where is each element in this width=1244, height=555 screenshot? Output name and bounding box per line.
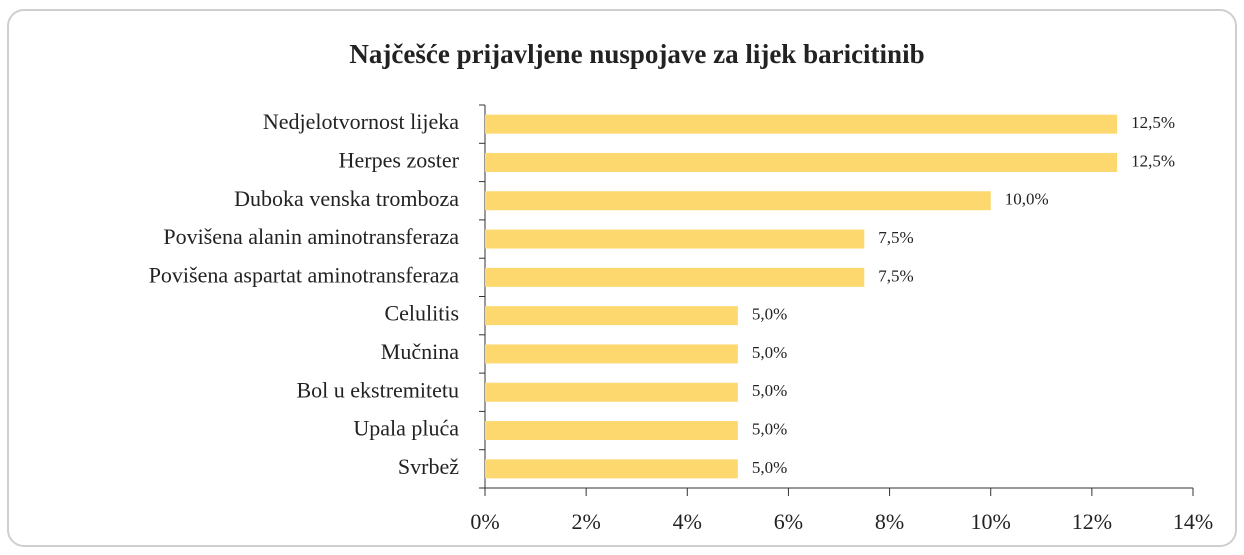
x-tick-label: 4%	[673, 509, 702, 534]
bar	[485, 191, 991, 211]
x-tick-label: 8%	[875, 509, 904, 534]
value-label: 7,5%	[878, 266, 913, 285]
value-label: 10,0%	[1005, 190, 1049, 209]
y-tick-label: Celulitis	[384, 301, 459, 326]
chart-title: Najčešće prijavljene nuspojave za lijek …	[349, 39, 924, 69]
bar	[485, 421, 738, 441]
value-label: 7,5%	[878, 228, 913, 247]
bar	[485, 459, 738, 479]
x-tick-label: 10%	[971, 509, 1011, 534]
value-label: 5,0%	[752, 381, 787, 400]
y-tick-label: Povišena alanin aminotransferaza	[163, 224, 459, 249]
value-label: 5,0%	[752, 343, 787, 362]
bar	[485, 306, 738, 326]
value-label: 12,5%	[1131, 151, 1175, 170]
x-tick-label: 2%	[571, 509, 600, 534]
value-label: 5,0%	[752, 458, 787, 477]
bar	[485, 382, 738, 402]
value-label: 5,0%	[752, 305, 787, 324]
bar	[485, 229, 865, 249]
x-tick-label: 0%	[470, 509, 499, 534]
y-tick-label: Nedjelotvornost lijeka	[263, 109, 459, 134]
bar	[485, 152, 1118, 172]
y-tick-label: Duboka venska tromboza	[234, 186, 459, 211]
bar	[485, 344, 738, 364]
y-tick-label: Povišena aspartat aminotransferaza	[149, 262, 460, 287]
y-tick-label: Mučnina	[381, 339, 459, 364]
bar	[485, 267, 865, 287]
x-tick-label: 6%	[774, 509, 803, 534]
y-tick-label: Svrbež	[398, 454, 459, 479]
y-tick-label: Bol u ekstremitetu	[296, 377, 459, 402]
x-tick-label: 14%	[1173, 509, 1213, 534]
y-tick-label: Upala pluća	[353, 416, 459, 441]
bar	[485, 114, 1118, 134]
x-tick-label: 12%	[1072, 509, 1112, 534]
value-label: 12,5%	[1131, 113, 1175, 132]
y-tick-label: Herpes zoster	[339, 147, 460, 172]
value-label: 5,0%	[752, 419, 787, 438]
